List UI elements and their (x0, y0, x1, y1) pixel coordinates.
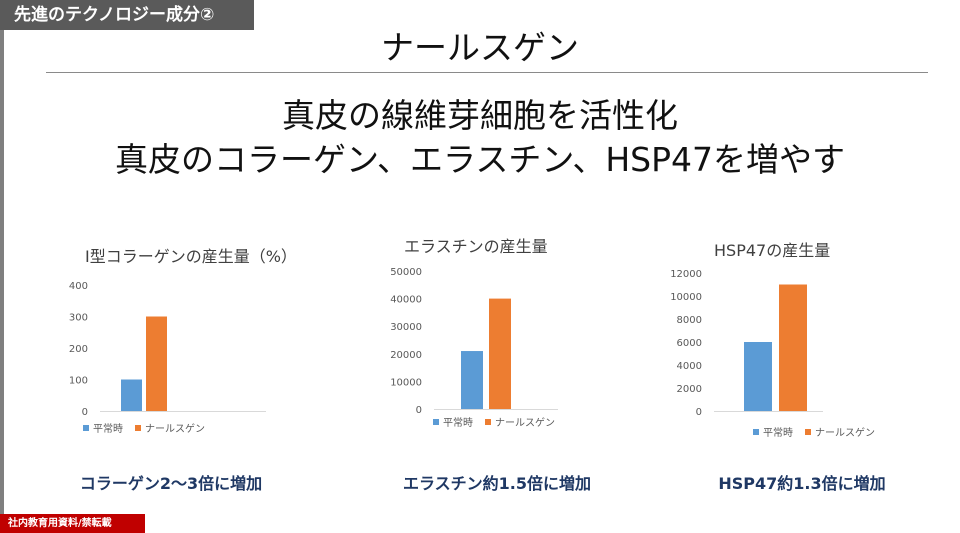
section-tag: 先進のテクノロジー成分② (0, 0, 254, 30)
chart-collagen-title: Ⅰ型コラーゲンの産生量（%） (85, 247, 297, 266)
chart-hsp47-legend-label: ナールスゲン (815, 427, 875, 439)
chart-hsp47-ytick-label: 2000 (677, 384, 702, 395)
chart-collagen-ytick-label: 300 (69, 313, 88, 324)
chart-hsp47-legend-swatch (753, 429, 759, 435)
chart-elastin-legend-swatch (433, 419, 439, 425)
chart-elastin-ytick-label: 10000 (390, 377, 422, 388)
caption-elastin: エラスチン約1.5倍に増加 (402, 474, 592, 493)
chart-hsp47-ytick-label: 0 (696, 407, 702, 418)
chart-hsp47-title: HSP47の産生量 (714, 241, 830, 260)
chart-elastin-legend-label: ナールスゲン (495, 417, 555, 429)
chart-collagen-legend-label: 平常時 (93, 422, 123, 435)
chart-hsp47-ytick-label: 12000 (670, 269, 702, 280)
chart-collagen-bar-nahls (146, 316, 167, 411)
chart-collagen-ytick-label: 200 (69, 344, 88, 355)
chart-elastin-ytick-label: 20000 (390, 350, 422, 361)
chart-hsp47-legend-swatch (805, 429, 811, 435)
caption-hsp47: HSP47約1.3倍に増加 (718, 474, 886, 493)
chart-hsp47-ytick-label: 4000 (677, 361, 702, 372)
headline-line-2: 真皮のコラーゲン、エラスチン、HSP47を増やす (114, 140, 846, 179)
chart-elastin-ytick-label: 30000 (390, 322, 422, 333)
chart-hsp47-ytick-label: 6000 (677, 338, 702, 349)
chart-collagen-legend-swatch (83, 425, 89, 431)
chart-elastin-ytick-label: 0 (416, 405, 422, 416)
chart-collagen-legend-label: ナールスゲン (145, 423, 205, 435)
headline-line-1: 真皮の線維芽細胞を活性化 (282, 96, 678, 135)
chart-collagen-ytick-label: 400 (69, 281, 88, 292)
chart-collagen-legend-swatch (135, 425, 141, 431)
caption-collagen: コラーゲン2～3倍に増加 (79, 474, 263, 493)
chart-elastin-legend-label: 平常時 (443, 416, 473, 429)
chart-elastin-title: エラスチンの産生量 (404, 237, 548, 256)
chart-collagen-bar-control (121, 379, 142, 411)
chart-elastin-bar-nahls (489, 298, 511, 409)
chart-elastin-bar-control (461, 351, 483, 409)
chart-hsp47-legend-label: 平常時 (763, 426, 793, 439)
chart-hsp47-ytick-label: 10000 (670, 292, 702, 303)
chart-hsp47-ytick-label: 8000 (677, 315, 702, 326)
footer-tag: 社内教育用資料/禁転載 (0, 514, 145, 533)
chart-collagen-ytick-label: 100 (69, 376, 88, 387)
chart-hsp47-bar-control (744, 342, 772, 411)
chart-elastin-ytick-label: 40000 (390, 295, 422, 306)
page-title: ナールスゲン (381, 28, 579, 67)
left-accent-bar (0, 0, 4, 533)
chart-elastin-legend-swatch (485, 419, 491, 425)
chart-collagen-ytick-label: 0 (82, 407, 88, 418)
chart-elastin-ytick-label: 50000 (390, 267, 422, 278)
title-divider (46, 72, 928, 73)
chart-hsp47-bar-nahls (779, 284, 807, 411)
